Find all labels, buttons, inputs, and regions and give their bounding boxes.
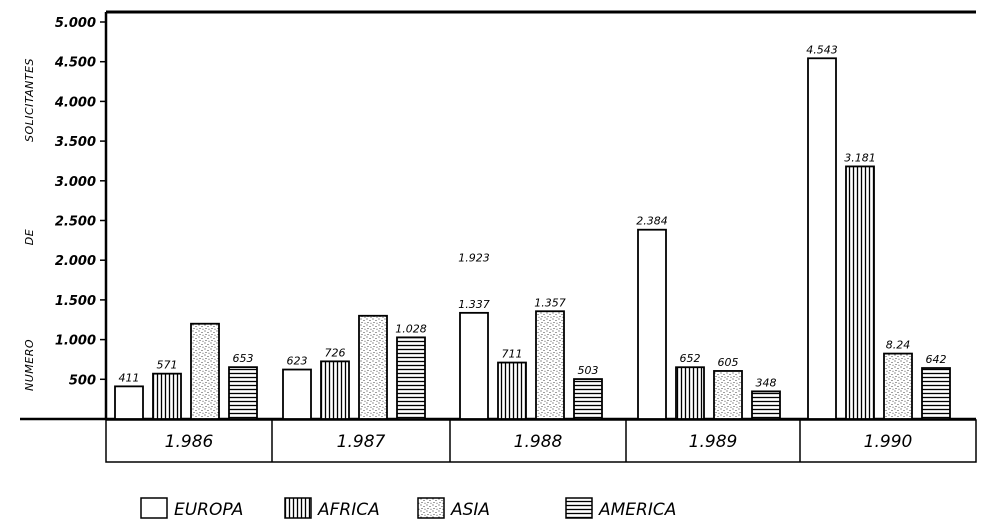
category-axis-table: 1.986 1.987 1.988 1.989 1.990 — [105, 419, 977, 463]
data-label: 1.357 — [534, 296, 566, 309]
data-label: 2.384 — [636, 215, 668, 228]
y-axis-label-part: SOLICITANTES — [23, 58, 36, 142]
bar-africa — [152, 372, 182, 420]
bar-asia — [190, 322, 220, 420]
legend-swatch — [565, 497, 593, 519]
data-label: 571 — [157, 359, 178, 372]
data-label: 1.028 — [395, 322, 427, 335]
y-tick-label: 1.500 — [55, 294, 96, 309]
bar-europa — [637, 228, 667, 420]
category-label: 1.989 — [689, 432, 738, 452]
y-tick-label: 5.000 — [55, 16, 96, 31]
data-label: 411 — [119, 371, 140, 384]
bar-america — [751, 390, 781, 420]
bar-america — [921, 367, 951, 420]
bar-africa — [320, 360, 350, 420]
data-label: 623 — [287, 355, 308, 368]
y-tick-label: 3.000 — [55, 175, 96, 190]
legend-item-europa: EUROPA — [140, 497, 243, 519]
bars — [114, 57, 951, 420]
legend-label: AMERICA — [598, 500, 676, 519]
bar-america — [573, 378, 603, 420]
bar-asia — [535, 310, 565, 420]
data-label: 1.337 — [458, 298, 490, 311]
bar-america — [396, 336, 426, 420]
data-label: 726 — [325, 346, 346, 359]
data-label: 8.24 — [886, 339, 911, 352]
bar-europa — [282, 368, 312, 420]
legend-label: AFRICA — [317, 500, 380, 519]
data-label: 4.543 — [806, 43, 838, 56]
legend: EUROPA AFRICA ASIA AMERICA — [140, 497, 676, 519]
y-tick-label: 1.000 — [55, 334, 96, 349]
legend-swatch — [417, 497, 445, 519]
data-label: 711 — [502, 348, 523, 361]
y-axis-label-part: DE — [23, 229, 36, 245]
category-label: 1.987 — [337, 432, 386, 452]
y-axis-ticks: 500 1.000 1.500 2.000 2.500 3.000 3.500 4.000 4.… — [54, 16, 106, 388]
data-label: 3.181 — [844, 151, 876, 164]
data-label: 605 — [718, 356, 739, 369]
data-label: 503 — [578, 364, 599, 377]
category-table-frame — [105, 419, 977, 463]
category-label: 1.990 — [864, 432, 913, 452]
y-tick-label: 2.000 — [55, 254, 96, 269]
category-label: 1.988 — [514, 432, 563, 452]
y-tick-label: 500 — [69, 373, 96, 388]
y-tick-label: 4.000 — [54, 95, 96, 110]
data-label: 652 — [680, 352, 701, 365]
data-label: 642 — [926, 353, 947, 366]
legend-swatch — [284, 497, 312, 519]
bar-europa — [807, 57, 837, 420]
bar-america — [228, 366, 258, 420]
legend-swatch — [140, 497, 168, 519]
bar-asia — [713, 370, 743, 420]
y-tick-label: 2.500 — [55, 215, 96, 230]
bar-asia — [358, 314, 388, 420]
bar-europa — [459, 311, 489, 420]
category-label: 1.986 — [165, 432, 214, 452]
data-label: 653 — [233, 352, 254, 365]
legend-label: EUROPA — [174, 500, 243, 519]
bar-africa — [497, 361, 527, 420]
legend-item-america: AMERICA — [565, 497, 676, 519]
data-label: 1.923 — [458, 251, 490, 264]
bar-africa — [675, 366, 705, 420]
bar-europa — [114, 385, 144, 420]
y-tick-label: 3.500 — [55, 135, 96, 150]
data-labels: 411 571 653 623 726 1.028 1.337 711 1.357 503 2.38… — [119, 43, 947, 389]
legend-item-asia: ASIA — [417, 497, 490, 519]
y-axis-label-part: NUMERO — [23, 339, 36, 391]
y-axis-label: NUMERO DE SOLICITANTES — [23, 58, 36, 391]
y-tick-label: 4.500 — [54, 56, 96, 71]
data-label: 348 — [756, 376, 777, 389]
legend-label: ASIA — [450, 500, 490, 519]
bar-africa — [845, 165, 875, 420]
legend-item-africa: AFRICA — [284, 497, 380, 519]
bar-asia — [883, 352, 913, 420]
